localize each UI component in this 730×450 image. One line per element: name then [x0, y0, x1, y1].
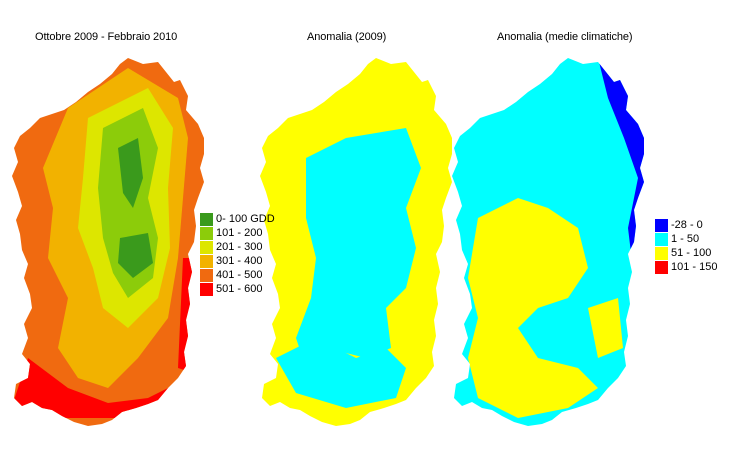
legend-label: 501 - 600 — [216, 283, 263, 295]
legend-swatch — [655, 232, 668, 246]
legend-label: -28 - 0 — [671, 219, 703, 231]
legend-item: 201 - 300 — [200, 240, 275, 254]
legend-label: 101 - 150 — [671, 261, 718, 273]
legend-item: 101 - 200 — [200, 226, 275, 240]
legend-swatch — [200, 240, 213, 254]
gdd-map — [12, 58, 204, 426]
panel-title-gdd: Ottobre 2009 - Febbraio 2010 — [35, 31, 178, 43]
legend-item: 0- 100 GDD — [200, 212, 275, 226]
legend-item: 1 - 50 — [655, 232, 717, 246]
panel-title-anomaly-2009: Anomalia (2009) — [307, 31, 387, 43]
legend-label: 51 - 100 — [671, 247, 712, 259]
legend-swatch — [200, 212, 213, 226]
legend-item: 101 - 150 — [655, 260, 717, 274]
legend-swatch — [655, 218, 668, 232]
legend-swatch — [200, 226, 213, 240]
legend-label: 201 - 300 — [216, 241, 263, 253]
legend-swatch — [200, 268, 213, 282]
legend-label: 1 - 50 — [671, 233, 700, 245]
legend-swatch — [655, 246, 668, 260]
legend-label: 0- 100 GDD — [216, 213, 275, 225]
gdd-legend: 0- 100 GDD 101 - 200 201 - 300 301 - 400… — [200, 212, 275, 296]
anomaly-legend: -28 - 0 1 - 50 51 - 100 101 - 150 — [655, 218, 717, 274]
legend-item: 51 - 100 — [655, 246, 717, 260]
legend-label: 401 - 500 — [216, 269, 263, 281]
legend-label: 301 - 400 — [216, 255, 263, 267]
panel-title-anomaly-climate: Anomalia (medie climatiche) — [497, 31, 633, 43]
legend-item: -28 - 0 — [655, 218, 717, 232]
legend-swatch — [200, 254, 213, 268]
legend-item: 501 - 600 — [200, 282, 275, 296]
legend-swatch — [655, 260, 668, 274]
legend-item: 301 - 400 — [200, 254, 275, 268]
legend-swatch — [200, 282, 213, 296]
anomaly-climate-map — [452, 58, 644, 426]
legend-item: 401 - 500 — [200, 268, 275, 282]
anomaly-2009-map — [260, 58, 452, 426]
legend-label: 101 - 200 — [216, 227, 263, 239]
